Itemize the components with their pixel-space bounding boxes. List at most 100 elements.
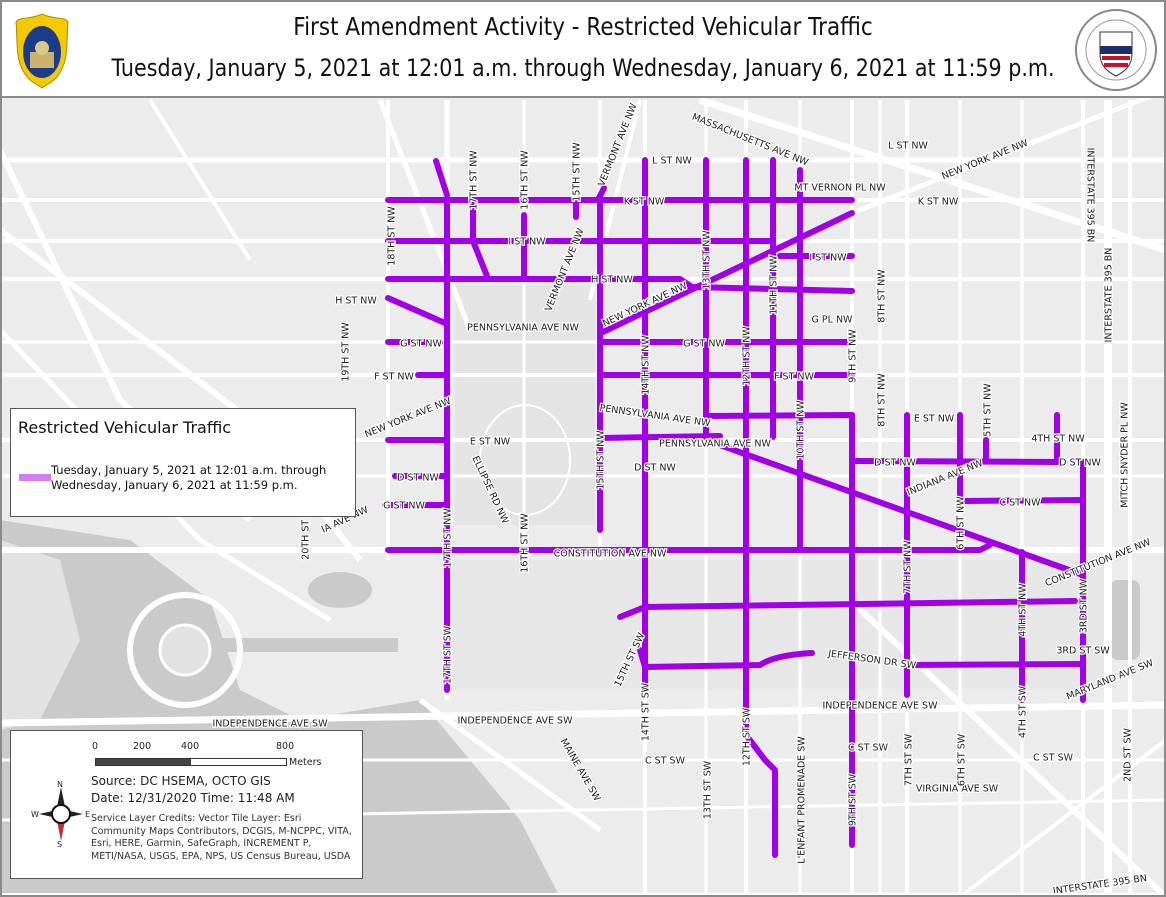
header: First Amendment Activity - Restricted Ve… bbox=[2, 2, 1164, 98]
street-label: C ST SW bbox=[848, 743, 889, 754]
street-label: L ST NW bbox=[652, 156, 692, 167]
street-label: 9TH ST NW bbox=[848, 329, 859, 383]
scale-bar bbox=[95, 758, 287, 766]
street-label: 9TH ST SW bbox=[848, 773, 859, 826]
river-land bbox=[2, 540, 80, 730]
street-label: 17TH ST SW bbox=[443, 625, 454, 684]
street-label: INTERSTATE 395 BN bbox=[1052, 873, 1147, 893]
date-time: Date: 12/31/2020 Time: 11:48 AM bbox=[91, 791, 295, 805]
street-label: C ST NW bbox=[999, 498, 1041, 509]
compass-n: N bbox=[57, 781, 63, 789]
road bbox=[851, 98, 1153, 216]
street-label: 4TH ST SW bbox=[1018, 685, 1029, 738]
street-label: F ST NW bbox=[774, 372, 814, 383]
source: Source: DC HSEMA, OCTO GIS bbox=[91, 774, 271, 788]
source-text: Source: DC HSEMA, OCTO GIS Date: 12/31/2… bbox=[91, 773, 295, 807]
street-label: PENNSYLVANIA AVE NW bbox=[659, 439, 771, 450]
street-label: 18TH ST NW bbox=[387, 206, 398, 266]
street-label: INTERSTATE 395 BN bbox=[1085, 148, 1096, 243]
street-label: E ST NW bbox=[470, 437, 511, 448]
restricted-street-segment bbox=[642, 650, 815, 670]
street-label: 8TH ST NW bbox=[877, 373, 888, 427]
street-label: MAINE AVE SW bbox=[558, 737, 603, 804]
street-label: H ST NW bbox=[591, 275, 633, 286]
street-label: E ST NW bbox=[914, 414, 955, 425]
street-label: G ST NW bbox=[400, 339, 442, 350]
street-label: VIRGINIA AVE SW bbox=[916, 784, 999, 795]
street-label: MITCH SNYDER PL NW bbox=[1120, 402, 1131, 508]
restricted-street-segment bbox=[849, 458, 1060, 465]
street-label: 3RD ST SW bbox=[1056, 646, 1110, 657]
info-box: 0 200 400 800 Meters Source: DC HSEMA, O… bbox=[10, 730, 363, 879]
road bbox=[2, 701, 1164, 727]
street-label: D ST NW bbox=[397, 473, 439, 484]
street-label: 6TH ST SW bbox=[957, 733, 968, 786]
restricted-streets bbox=[382, 157, 1086, 858]
street-label: 19TH ST NW bbox=[341, 322, 352, 382]
road bbox=[148, 98, 252, 262]
restricted-street-segment bbox=[385, 295, 448, 326]
street-label: 3RD ST NW bbox=[1079, 578, 1090, 633]
street-label: 11TH ST NW bbox=[769, 255, 780, 315]
scale-tick: 800 bbox=[276, 741, 295, 752]
street-label: G ST NW bbox=[383, 501, 425, 512]
restricted-street-segment bbox=[743, 157, 778, 858]
street-label: 12TH ST SW bbox=[742, 707, 753, 766]
police-badge-logo bbox=[15, 13, 69, 89]
street-label: I ST NW bbox=[809, 253, 847, 264]
hsema-seal-logo bbox=[1075, 9, 1157, 91]
street-label: 17TH ST NW bbox=[443, 508, 454, 568]
street-label: K ST NW bbox=[918, 197, 959, 208]
street-label: G PL NW bbox=[812, 315, 854, 326]
street-label: INDEPENDENCE AVE SW bbox=[823, 701, 939, 712]
restricted-street-segment bbox=[902, 661, 1086, 668]
street-label: L ST NW bbox=[888, 141, 928, 152]
street-label: 4TH ST NW bbox=[1018, 583, 1029, 637]
scale-tick: 400 bbox=[181, 741, 200, 752]
page-subtitle: Tuesday, January 5, 2021 at 12:01 a.m. t… bbox=[111, 54, 1055, 82]
street-label: MT VERNON PL NW bbox=[794, 183, 886, 194]
street-label: K ST NW bbox=[624, 197, 665, 208]
street-label: 7TH ST NW bbox=[903, 540, 914, 594]
road bbox=[418, 697, 602, 833]
street-label: F ST NW bbox=[374, 372, 414, 383]
street-label: 12TH ST NW bbox=[742, 326, 753, 386]
street-label: 7TH ST SW bbox=[904, 733, 915, 786]
restricted-street-segment bbox=[433, 158, 450, 198]
page-title: First Amendment Activity - Restricted Ve… bbox=[293, 12, 873, 41]
street-label: 13TH ST SW bbox=[703, 760, 714, 819]
restricted-street-segment bbox=[600, 210, 855, 335]
credits: Service Layer Credits: Vector Tile Layer… bbox=[91, 813, 352, 862]
street-label: 13TH ST NW bbox=[702, 230, 713, 290]
street-label: C ST SW bbox=[1033, 753, 1074, 764]
legend-title: Restricted Vehicular Traffic bbox=[18, 418, 232, 437]
street-label: NEW YORK AVE NW bbox=[363, 395, 453, 440]
street-label: L'ENFANT PROMENADE SW bbox=[797, 736, 808, 864]
street-label: VERMONT AVE NW bbox=[596, 101, 640, 188]
legend: Restricted Vehicular Traffic Tuesday, Ja… bbox=[10, 408, 356, 517]
road bbox=[847, 597, 1164, 893]
street-label: 14TH ST SW bbox=[641, 682, 652, 741]
street-label: D ST NW bbox=[1059, 458, 1101, 469]
street-label: 6TH ST NW bbox=[956, 496, 967, 550]
street-label: 8TH ST NW bbox=[877, 269, 888, 323]
scale-unit: Meters bbox=[289, 757, 322, 768]
street-label: 17TH ST NW bbox=[469, 150, 480, 210]
restricted-street-segment bbox=[637, 647, 648, 670]
road bbox=[961, 739, 1164, 893]
street-label: G ST NW bbox=[683, 339, 725, 350]
restricted-street-segment bbox=[597, 433, 723, 441]
compass-s: S bbox=[57, 840, 62, 847]
street-label: 16TH ST NW bbox=[520, 150, 531, 210]
legend-entry: Tuesday, January 5, 2021 at 12:01 a.m. t… bbox=[51, 463, 327, 492]
compass-e: E bbox=[85, 810, 90, 819]
street-label: PENNSYLVANIA AVE NW bbox=[599, 403, 712, 430]
restricted-street-segment bbox=[962, 497, 1086, 504]
street-label: CONSTITUTION AVE NW bbox=[554, 549, 667, 560]
street-label: 2ND ST SW bbox=[1123, 728, 1134, 782]
street-label: INDEPENDENCE AVE SW bbox=[213, 719, 329, 730]
national-mall bbox=[450, 560, 1110, 690]
street-label: 14TH ST NW bbox=[641, 335, 652, 395]
street-label: D ST NW bbox=[874, 458, 916, 469]
